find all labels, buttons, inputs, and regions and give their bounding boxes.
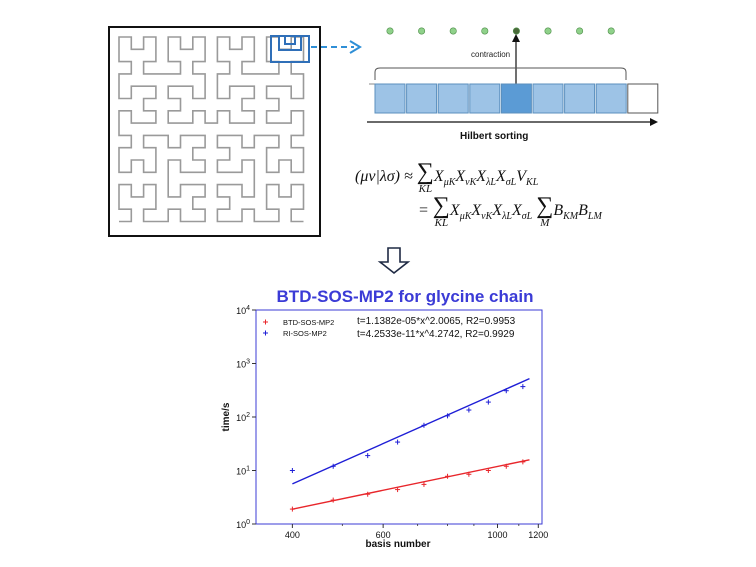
equation-line-2: = ∑ KL XμKXνKXλLXσL ∑ M BKMBLM: [418, 194, 602, 229]
y-tick-label: 103: [236, 359, 250, 370]
data-point: [520, 384, 526, 390]
x-tick-label: 600: [376, 530, 391, 540]
v-term: VKL: [516, 168, 539, 189]
aux-point: [544, 27, 552, 35]
basis-block: [500, 83, 532, 114]
y-tick-label: 104: [236, 305, 250, 316]
data-point: [445, 473, 451, 479]
aux-point: [576, 27, 584, 35]
basis-block: [374, 83, 406, 114]
basis-block: [627, 83, 659, 114]
data-points: [289, 384, 526, 512]
highlight-block: [270, 35, 310, 63]
contraction-arrow: [512, 34, 520, 86]
data-point: [365, 453, 371, 459]
legend-label: BTD-SOS-MP2: [283, 318, 334, 327]
chart: 100 101 102 103 104 400 600 1000 1200 BTD-SOS-M…: [221, 305, 548, 550]
data-point: [466, 471, 472, 477]
basis-block: [406, 83, 438, 114]
hilbert-sorting-axis: [367, 118, 658, 126]
x-axis: 400 600 1000 1200: [285, 524, 548, 540]
y-axis-label: time/s: [221, 402, 232, 431]
data-point: [395, 439, 401, 445]
data-point: [421, 481, 427, 487]
legend: BTD-SOS-MP2 RI-SOS-MP2: [263, 318, 334, 338]
data-point: [395, 487, 401, 493]
fit-line: [292, 459, 530, 510]
data-point: [445, 413, 451, 419]
plot-area: [255, 309, 543, 525]
data-point: [520, 459, 526, 465]
data-point: [485, 468, 491, 473]
y-tick-label: 100: [236, 519, 250, 530]
y-tick-label: 101: [236, 466, 250, 477]
data-point: [289, 506, 295, 512]
b-term: BKMBLM: [553, 202, 602, 223]
dashed-arrow: [311, 40, 362, 54]
fit-equation-ri: t=4.2533e-11*x^4.2742, R2=0.9929: [357, 329, 515, 340]
data-point: [503, 388, 509, 394]
aux-point: [512, 27, 520, 35]
equation-lhs: (μν|λσ) ≈: [355, 168, 413, 186]
aux-point: [481, 27, 489, 35]
hilbert-curve-panel: [108, 26, 321, 237]
basis-block: [564, 83, 596, 114]
data-point: [365, 491, 371, 497]
x-tick-label: 1200: [528, 530, 548, 540]
data-point: [421, 422, 427, 428]
sum-kl-2: ∑ KL: [432, 193, 450, 229]
fit-equation-btd: t=1.1382e-05*x^2.0065, R2=0.9953: [357, 316, 516, 327]
data-point: [503, 463, 509, 469]
hilbert-curve: [118, 36, 305, 223]
sum-index: KL: [418, 183, 433, 195]
block-brace: [374, 67, 627, 80]
basis-blocks: [369, 83, 659, 114]
x-tick-label: 400: [285, 530, 300, 540]
chart-title: BTD-SOS-MP2 for glycine chain: [276, 287, 534, 306]
contraction-label: contraction: [471, 50, 510, 59]
hilbert-sorting-label: Hilbert sorting: [460, 131, 528, 142]
down-arrow-icon: [377, 247, 411, 275]
y-tick-label: 102: [236, 412, 250, 423]
data-point: [466, 407, 472, 413]
x-axis-label: basis number: [365, 539, 430, 550]
aux-point: [418, 27, 426, 35]
data-point: [289, 468, 295, 473]
sum-kl-1: ∑ KL: [417, 160, 434, 195]
data-point: [330, 497, 336, 503]
aux-point: [449, 27, 457, 35]
aux-point: [386, 27, 394, 35]
x-term: XμKXνKXλLXσL: [433, 168, 517, 189]
equals-sign: =: [418, 202, 429, 220]
legend-label: RI-SOS-MP2: [283, 329, 327, 338]
x-term: XμKXνKXλLXσL: [449, 202, 533, 223]
data-point: [485, 399, 491, 405]
basis-block: [469, 83, 501, 114]
basis-block: [437, 83, 469, 114]
basis-block: [532, 83, 564, 114]
sum-m: ∑ M: [536, 193, 554, 229]
y-axis: 100 101 102 103 104: [236, 305, 256, 530]
aux-point: [607, 27, 615, 35]
basis-block: [595, 83, 627, 114]
highlight-u-shape: [278, 36, 302, 51]
data-point: [330, 463, 336, 469]
sum-symbol: ∑: [416, 159, 434, 185]
auxiliary-points: [386, 27, 615, 35]
x-tick-label: 1000: [487, 530, 507, 540]
equation-line-1: (μν|λσ) ≈ ∑ KL XμKXνKXλLXσLVKL: [355, 160, 538, 195]
